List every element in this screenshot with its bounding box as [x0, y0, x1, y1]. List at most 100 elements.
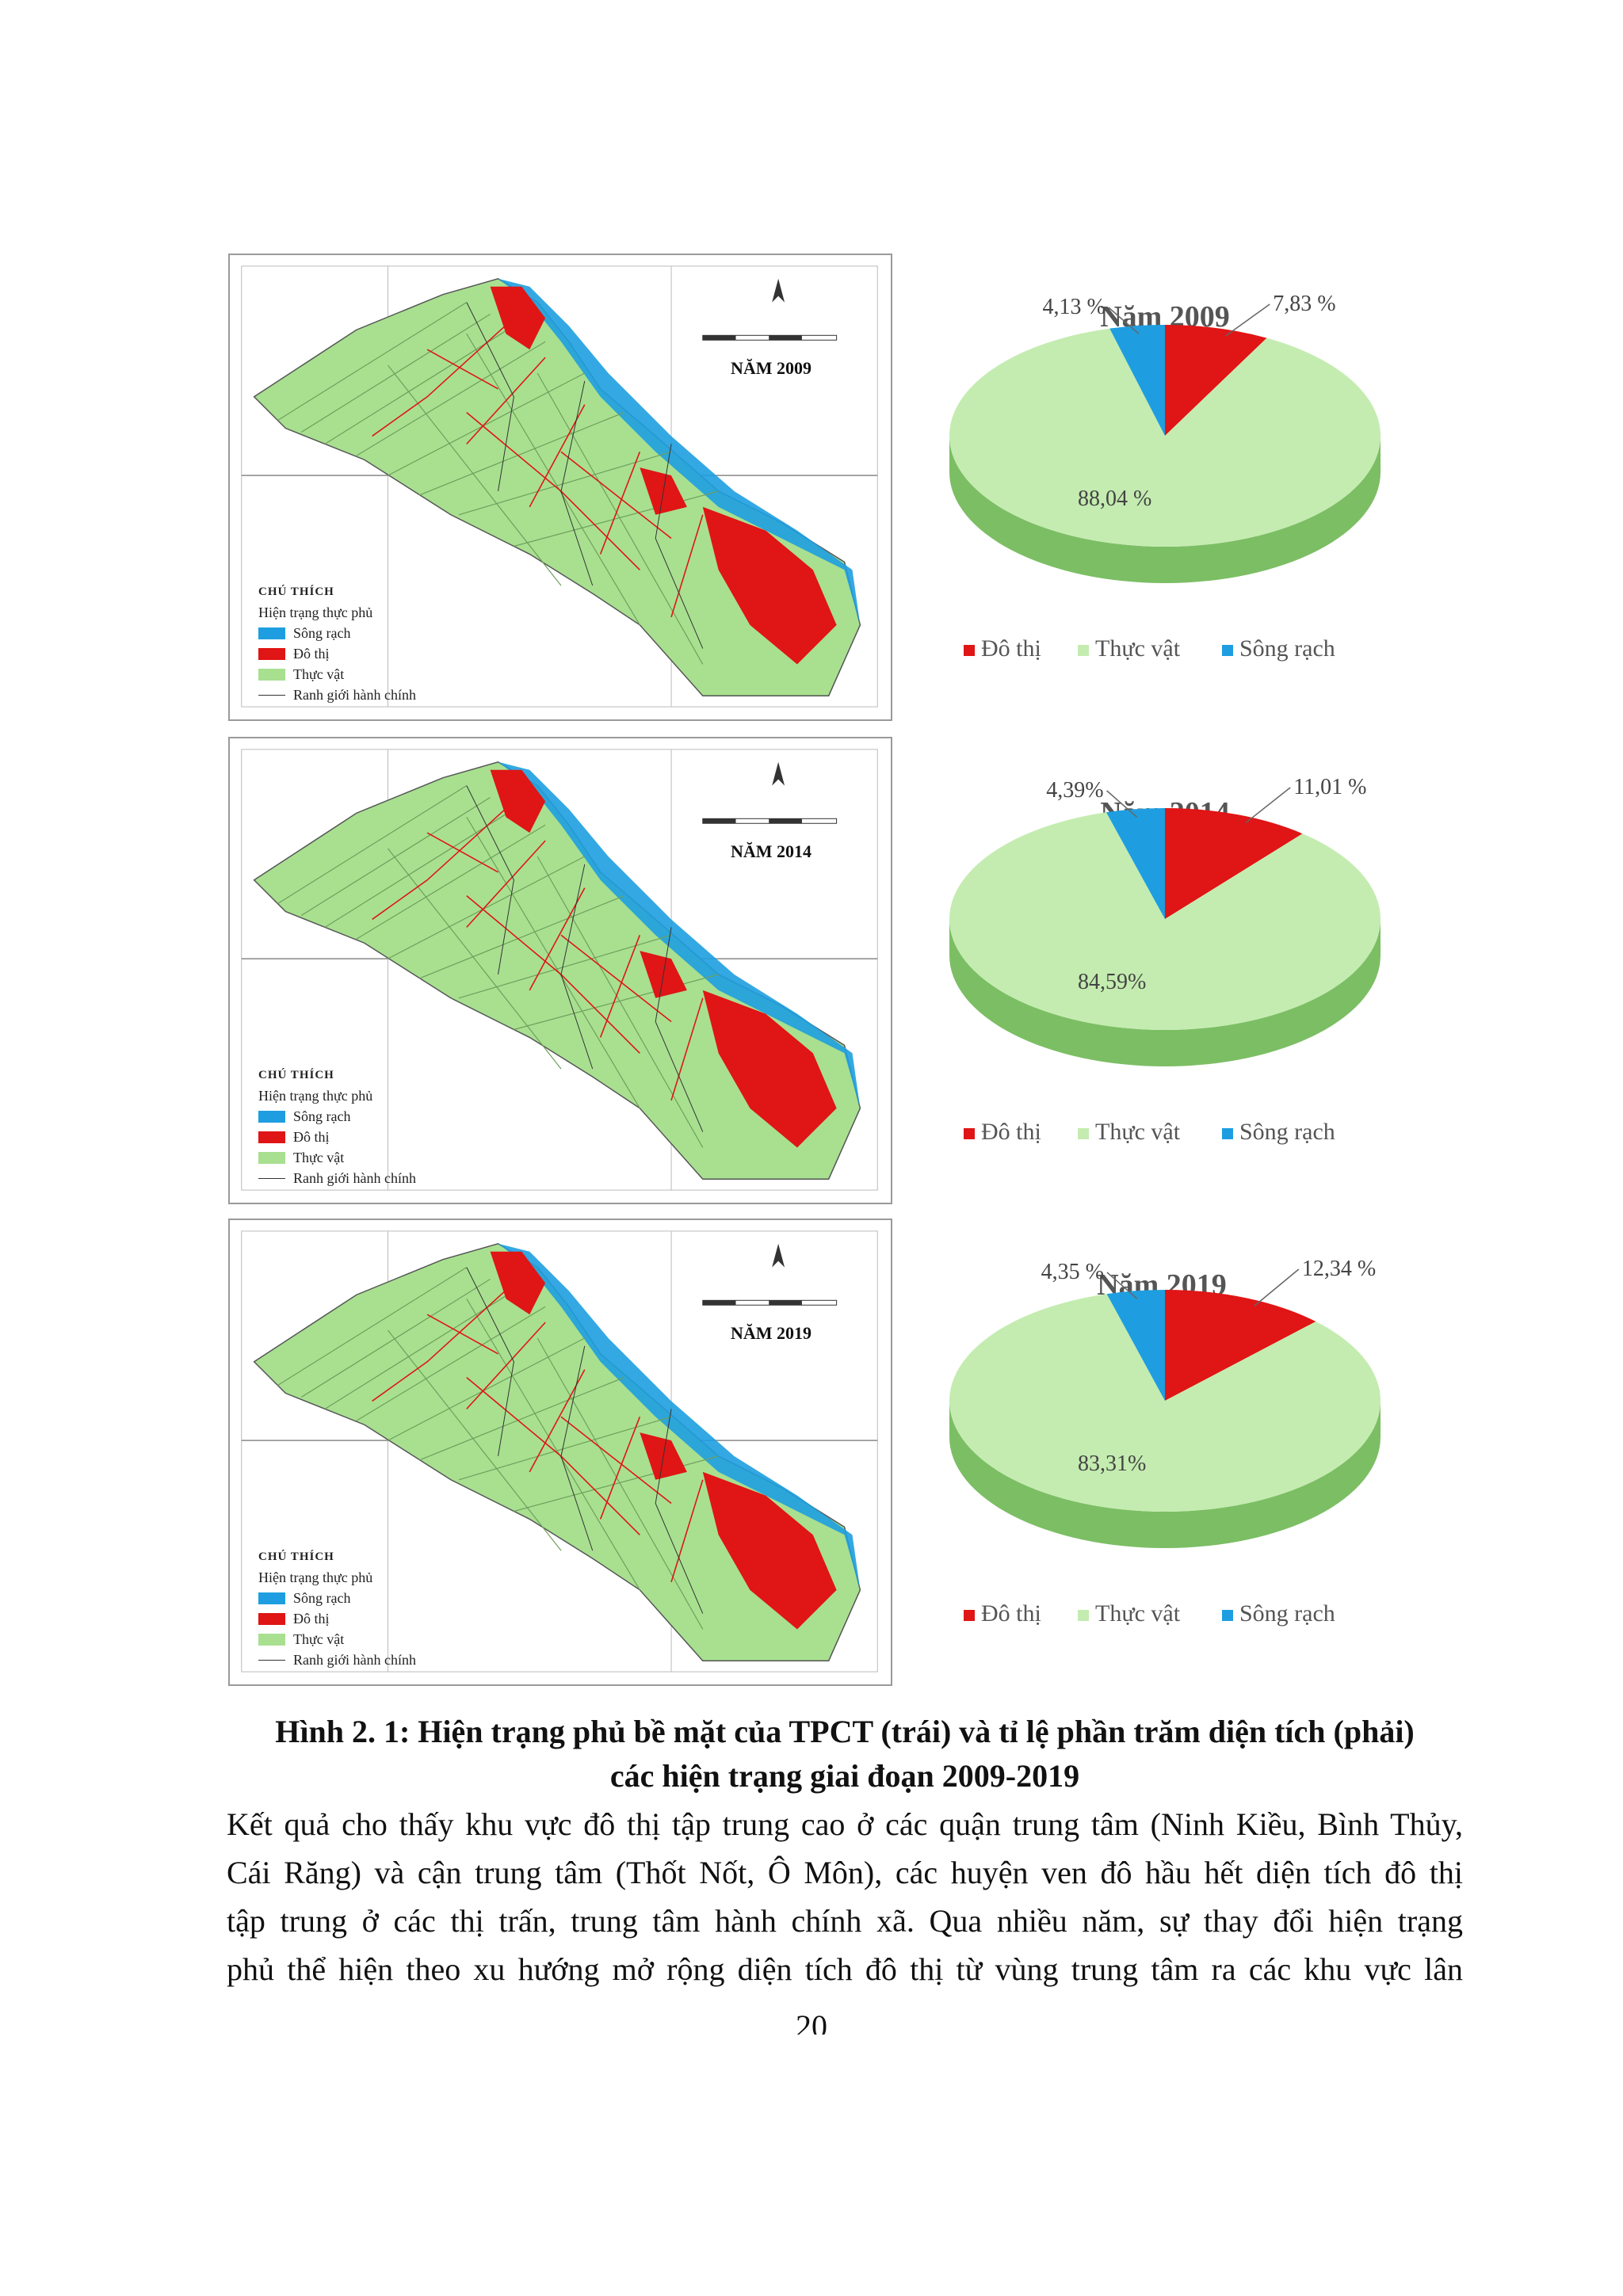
- paragraph-line: phủ thể hiện theo xu hướng mở rộng diện …: [227, 1951, 1463, 1987]
- data-label-river: 4,35 %: [1041, 1260, 1104, 1284]
- boundary-swatch: [258, 694, 285, 696]
- legend-label-urban: Đô thị: [981, 1119, 1041, 1145]
- legend-item-vegetation: Thực vật: [258, 1629, 416, 1650]
- legend-item-river: Sông rạch: [258, 1588, 416, 1608]
- leader-line: [1106, 790, 1138, 818]
- vegetation-swatch: [258, 1633, 285, 1646]
- river-swatch: [258, 627, 285, 639]
- data-label-vegetation: 84,59%: [1078, 970, 1146, 994]
- legend-label: Đô thị: [293, 646, 330, 662]
- legend-swatch-river: [1222, 1610, 1233, 1621]
- river-swatch: [258, 1110, 285, 1123]
- legend-subtitle: Hiện trạng thực phủ: [258, 1088, 373, 1104]
- leader-line: [1106, 1272, 1138, 1299]
- land-cover-map-2019: NĂM 2019 CHÚ THÍCH Hiện trạng thực phủ S…: [228, 1219, 892, 1686]
- legend-swatch-urban: [964, 645, 975, 656]
- legend-label: Sông rạch: [293, 1590, 351, 1606]
- pie-chart-2019: Năm 2019 12,34 % 83,31% 4,35 % Đô thị Thực …: [919, 1219, 1411, 1686]
- legend-swatch-urban: [964, 1610, 975, 1621]
- leader-line: [1224, 303, 1270, 337]
- map-legend: CHÚ THÍCH Hiện trạng thực phủ Sông rạch …: [258, 1547, 416, 1670]
- legend-label: Sông rạch: [293, 1108, 351, 1124]
- data-label-urban: 12,34 %: [1302, 1257, 1376, 1281]
- legend-swatch-vegetation: [1078, 645, 1089, 656]
- legend-label-river: Sông rạch: [1239, 1600, 1335, 1627]
- pie-side: [949, 919, 1381, 1066]
- legend-item-urban: Đô thị: [258, 1608, 416, 1629]
- body-paragraph: Kết quả cho thấy khu vực đô thị tập trun…: [227, 1800, 1463, 1993]
- legend-label: Sông rạch: [293, 625, 351, 641]
- legend-label-vegetation: Thực vật: [1095, 635, 1181, 662]
- legend-swatch-urban: [964, 1128, 975, 1139]
- pie-slice-river: [1109, 325, 1165, 436]
- legend-label-urban: Đô thị: [981, 1600, 1041, 1627]
- caption-line: các hiện trạng giai đoạn 2009-2019: [609, 1758, 1080, 1794]
- legend-label: Thực vật: [293, 1631, 345, 1647]
- legend-title: CHÚ THÍCH: [258, 1069, 334, 1081]
- pie-slice-river: [1106, 808, 1165, 919]
- legend-item-urban: Đô thị: [258, 1127, 416, 1147]
- legend-swatch-river: [1222, 1128, 1233, 1139]
- pie-svg: Năm 2009 7,83 %88,04 %4,13 % Đô thị Thực …: [949, 292, 1381, 662]
- pie-slice-vegetation: [949, 812, 1381, 1030]
- pie-slice-urban: [1165, 325, 1267, 436]
- boundary-swatch: [258, 1659, 285, 1661]
- data-label-urban: 7,83 %: [1273, 292, 1335, 316]
- data-label-river: 4,13 %: [1042, 295, 1105, 319]
- land-cover-map-2014: NĂM 2014 CHÚ THÍCH Hiện trạng thực phủ S…: [228, 737, 892, 1204]
- pie-legend: Đô thị Thực vật Sông rạch: [964, 1600, 1335, 1627]
- legend-label: Ranh giới hành chính: [293, 687, 416, 703]
- pie-slice-vegetation: [949, 328, 1381, 547]
- legend-label-urban: Đô thị: [981, 635, 1041, 662]
- leader-line: [1108, 307, 1140, 334]
- legend-item-boundary: Ranh giới hành chính: [258, 1650, 416, 1670]
- urban-swatch: [258, 647, 285, 660]
- pie-body: [949, 325, 1381, 583]
- legend-swatch-vegetation: [1078, 1610, 1089, 1621]
- legend-label-river: Sông rạch: [1239, 1119, 1335, 1145]
- pie-svg: Năm 2019 12,34 %83,31%4,35 % Đô thị Thực …: [949, 1257, 1381, 1627]
- data-label-urban: 11,01 %: [1293, 775, 1366, 799]
- legend-subtitle: Hiện trạng thực phủ: [258, 1569, 373, 1585]
- legend-item-boundary: Ranh giới hành chính: [258, 1168, 416, 1188]
- page-number: 20: [796, 2008, 827, 2035]
- land-cover-map-2009: NĂM 2009 CHÚ THÍCH Hiện trạng thực phủ S…: [228, 254, 892, 721]
- legend-label-vegetation: Thực vật: [1095, 1119, 1181, 1145]
- data-label-vegetation: 88,04 %: [1078, 486, 1151, 511]
- legend-label-river: Sông rạch: [1239, 635, 1335, 662]
- paragraph-line: tập trung ở các thị trấn, trung tâm hành…: [227, 1903, 1463, 1939]
- vegetation-swatch: [258, 668, 285, 681]
- pie-slice-urban: [1165, 808, 1303, 919]
- map-year-label: NĂM 2014: [731, 841, 812, 861]
- legend-label: Thực vật: [293, 666, 345, 682]
- pie-side: [949, 436, 1381, 583]
- map-year-label: NĂM 2009: [731, 358, 812, 378]
- pie-side: [949, 1401, 1381, 1548]
- legend-item-urban: Đô thị: [258, 643, 416, 664]
- legend-label: Đô thị: [293, 1611, 330, 1627]
- caption-line: Hình 2. 1: Hiện trạng phủ bề mặt của TPC…: [275, 1714, 1415, 1749]
- legend-label: Ranh giới hành chính: [293, 1170, 416, 1186]
- map-year-label: NĂM 2019: [731, 1323, 812, 1343]
- river-swatch: [258, 1592, 285, 1604]
- legend-title: CHÚ THÍCH: [258, 1550, 334, 1563]
- figure-caption: Hình 2. 1: Hiện trạng phủ bề mặt của TPC…: [227, 1710, 1463, 1798]
- pie-legend: Đô thị Thực vật Sông rạch: [964, 1119, 1335, 1145]
- pie-slice-vegetation: [949, 1294, 1381, 1512]
- pie-body: [949, 1290, 1381, 1548]
- pie-body: [949, 808, 1381, 1066]
- legend-label-vegetation: Thực vật: [1095, 1600, 1181, 1627]
- boundary-swatch: [258, 1177, 285, 1179]
- data-label-river: 4,39%: [1046, 778, 1103, 803]
- pie-chart-2009: Năm 2009 7,83 % 88,04 % 4,13 % Đô thị Thực …: [919, 254, 1411, 721]
- legend-item-boundary: Ranh giới hành chính: [258, 685, 416, 705]
- pie-slice-river: [1106, 1290, 1165, 1401]
- urban-swatch: [258, 1612, 285, 1625]
- paragraph-line: Cái Răng) và cận trung tâm (Thốt Nốt, Ô …: [227, 1855, 1463, 1890]
- paragraph-line: Kết quả cho thấy khu vực đô thị tập trun…: [227, 1806, 1463, 1842]
- legend-item-vegetation: Thực vật: [258, 664, 416, 685]
- legend-subtitle: Hiện trạng thực phủ: [258, 605, 373, 620]
- data-label-vegetation: 83,31%: [1078, 1451, 1146, 1476]
